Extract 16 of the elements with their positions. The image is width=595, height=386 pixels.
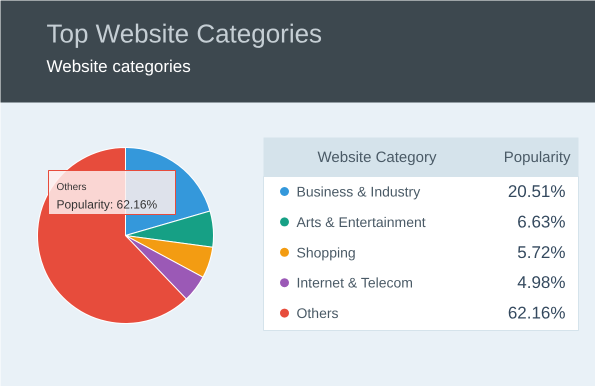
legend-label: Arts & Entertainment	[296, 214, 426, 230]
text: Popularity: 62.16%	[56, 198, 158, 212]
data-label: 20.51%	[508, 182, 566, 201]
data-label: 62.16%	[508, 304, 566, 323]
legend-label: Others	[296, 305, 339, 322]
legend-label: Internet & Telecom	[296, 274, 413, 291]
text: Others	[56, 182, 87, 193]
data-label: 4.98%	[517, 273, 566, 292]
text: Popularity	[504, 149, 571, 166]
data-label: 5.72%	[517, 242, 566, 262]
legend-label: Shopping	[296, 244, 356, 260]
legend-title: Website Category	[318, 149, 437, 166]
legend-label: Business & Industry	[296, 184, 420, 200]
chart-subtitle: Website categories	[46, 57, 191, 76]
chart-title: Top Website Categories	[46, 18, 322, 48]
data-label: 6.63%	[517, 212, 566, 232]
